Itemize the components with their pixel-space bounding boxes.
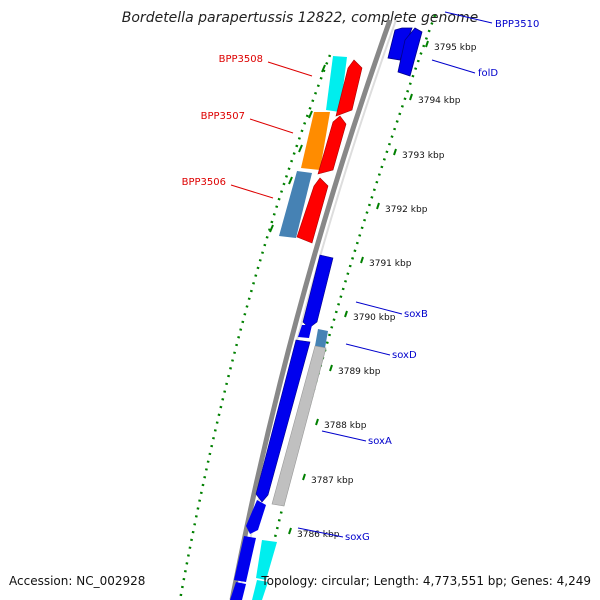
tick-mark <box>288 527 292 535</box>
gene-leader-line <box>321 430 367 442</box>
tick-mark <box>344 310 348 318</box>
gene-small-blue <box>298 325 312 338</box>
gene-bpp3508-inner <box>335 59 363 117</box>
tick-mark <box>360 256 364 264</box>
tick-label: 3787 kbp <box>311 476 354 486</box>
label-layer: BPP3510 folD BPP3508 BPP3507 BPP3506 soxB soxD… <box>182 11 539 543</box>
gene-leader-line <box>345 343 391 356</box>
tick-label: 3786 kbp <box>297 530 340 540</box>
tick-mark <box>409 93 413 101</box>
gene-lower-cyan <box>256 540 277 580</box>
gene-soxg <box>246 500 266 534</box>
gene-leader-line <box>431 59 476 74</box>
gene-lower-blue <box>234 536 256 582</box>
tick-label: 3794 kbp <box>418 96 461 106</box>
gene-bpp3507-outer <box>301 112 330 170</box>
gene-bpp3507-inner <box>317 115 347 175</box>
tick-layer: 3795 kbp 3794 kbp 3793 kbp 3792 kbp 3791 kbp… <box>288 40 477 540</box>
gene-bpp3506-outer <box>279 171 312 238</box>
gene-label-bpp3507: BPP3507 <box>201 111 245 122</box>
gene-label-bpp3506: BPP3506 <box>182 177 226 188</box>
tick-label: 3793 kbp <box>402 151 445 161</box>
gene-label-soxa: soxA <box>368 436 392 447</box>
gene-bottom-cyan <box>252 580 268 600</box>
gene-leader-line <box>230 184 274 199</box>
gene-label-soxg: soxG <box>345 532 370 543</box>
gene-leader-line <box>355 301 403 315</box>
tick-mark <box>393 148 397 156</box>
tick-mark <box>302 473 306 481</box>
topology-text: Topology: circular; Length: 4,773,551 bp… <box>261 574 591 588</box>
tick-label: 3792 kbp <box>385 205 428 215</box>
gene-label-soxd: soxD <box>392 350 417 361</box>
gene-leader-line <box>297 527 344 538</box>
gene-leader-line <box>267 61 313 77</box>
gene-soxa <box>255 339 311 503</box>
tick-mark <box>315 418 319 426</box>
gene-leader-line <box>444 11 493 24</box>
tick-label: 3795 kbp <box>434 43 477 53</box>
gene-label-fold: folD <box>478 68 498 79</box>
gene-label-soxb: soxB <box>404 309 428 320</box>
inner-tick-dashes <box>269 64 326 233</box>
gene-gray <box>271 345 327 507</box>
backbone-dark <box>229 19 393 600</box>
inner-dotted-track <box>178 54 332 600</box>
gene-soxd-head <box>315 329 328 348</box>
tick-mark <box>425 40 429 48</box>
gene-bottom-blue <box>230 582 246 600</box>
gene-soxb <box>302 254 334 329</box>
gene-bpp3506-inner <box>296 177 329 244</box>
gene-label-bpp3510: BPP3510 <box>495 19 539 30</box>
tick-label: 3791 kbp <box>369 259 412 269</box>
gene-label-bpp3508: BPP3508 <box>219 54 263 65</box>
gene-fold <box>397 27 423 77</box>
tick-label: 3789 kbp <box>338 367 381 377</box>
tick-mark <box>376 202 380 210</box>
outer-dotted-track <box>258 14 437 600</box>
accession-text: Accession: NC_002928 <box>9 574 146 588</box>
gene-leader-line <box>249 118 294 134</box>
tick-label: 3790 kbp <box>353 313 396 323</box>
tick-label: 3788 kbp <box>324 421 367 431</box>
tick-mark <box>329 364 333 372</box>
